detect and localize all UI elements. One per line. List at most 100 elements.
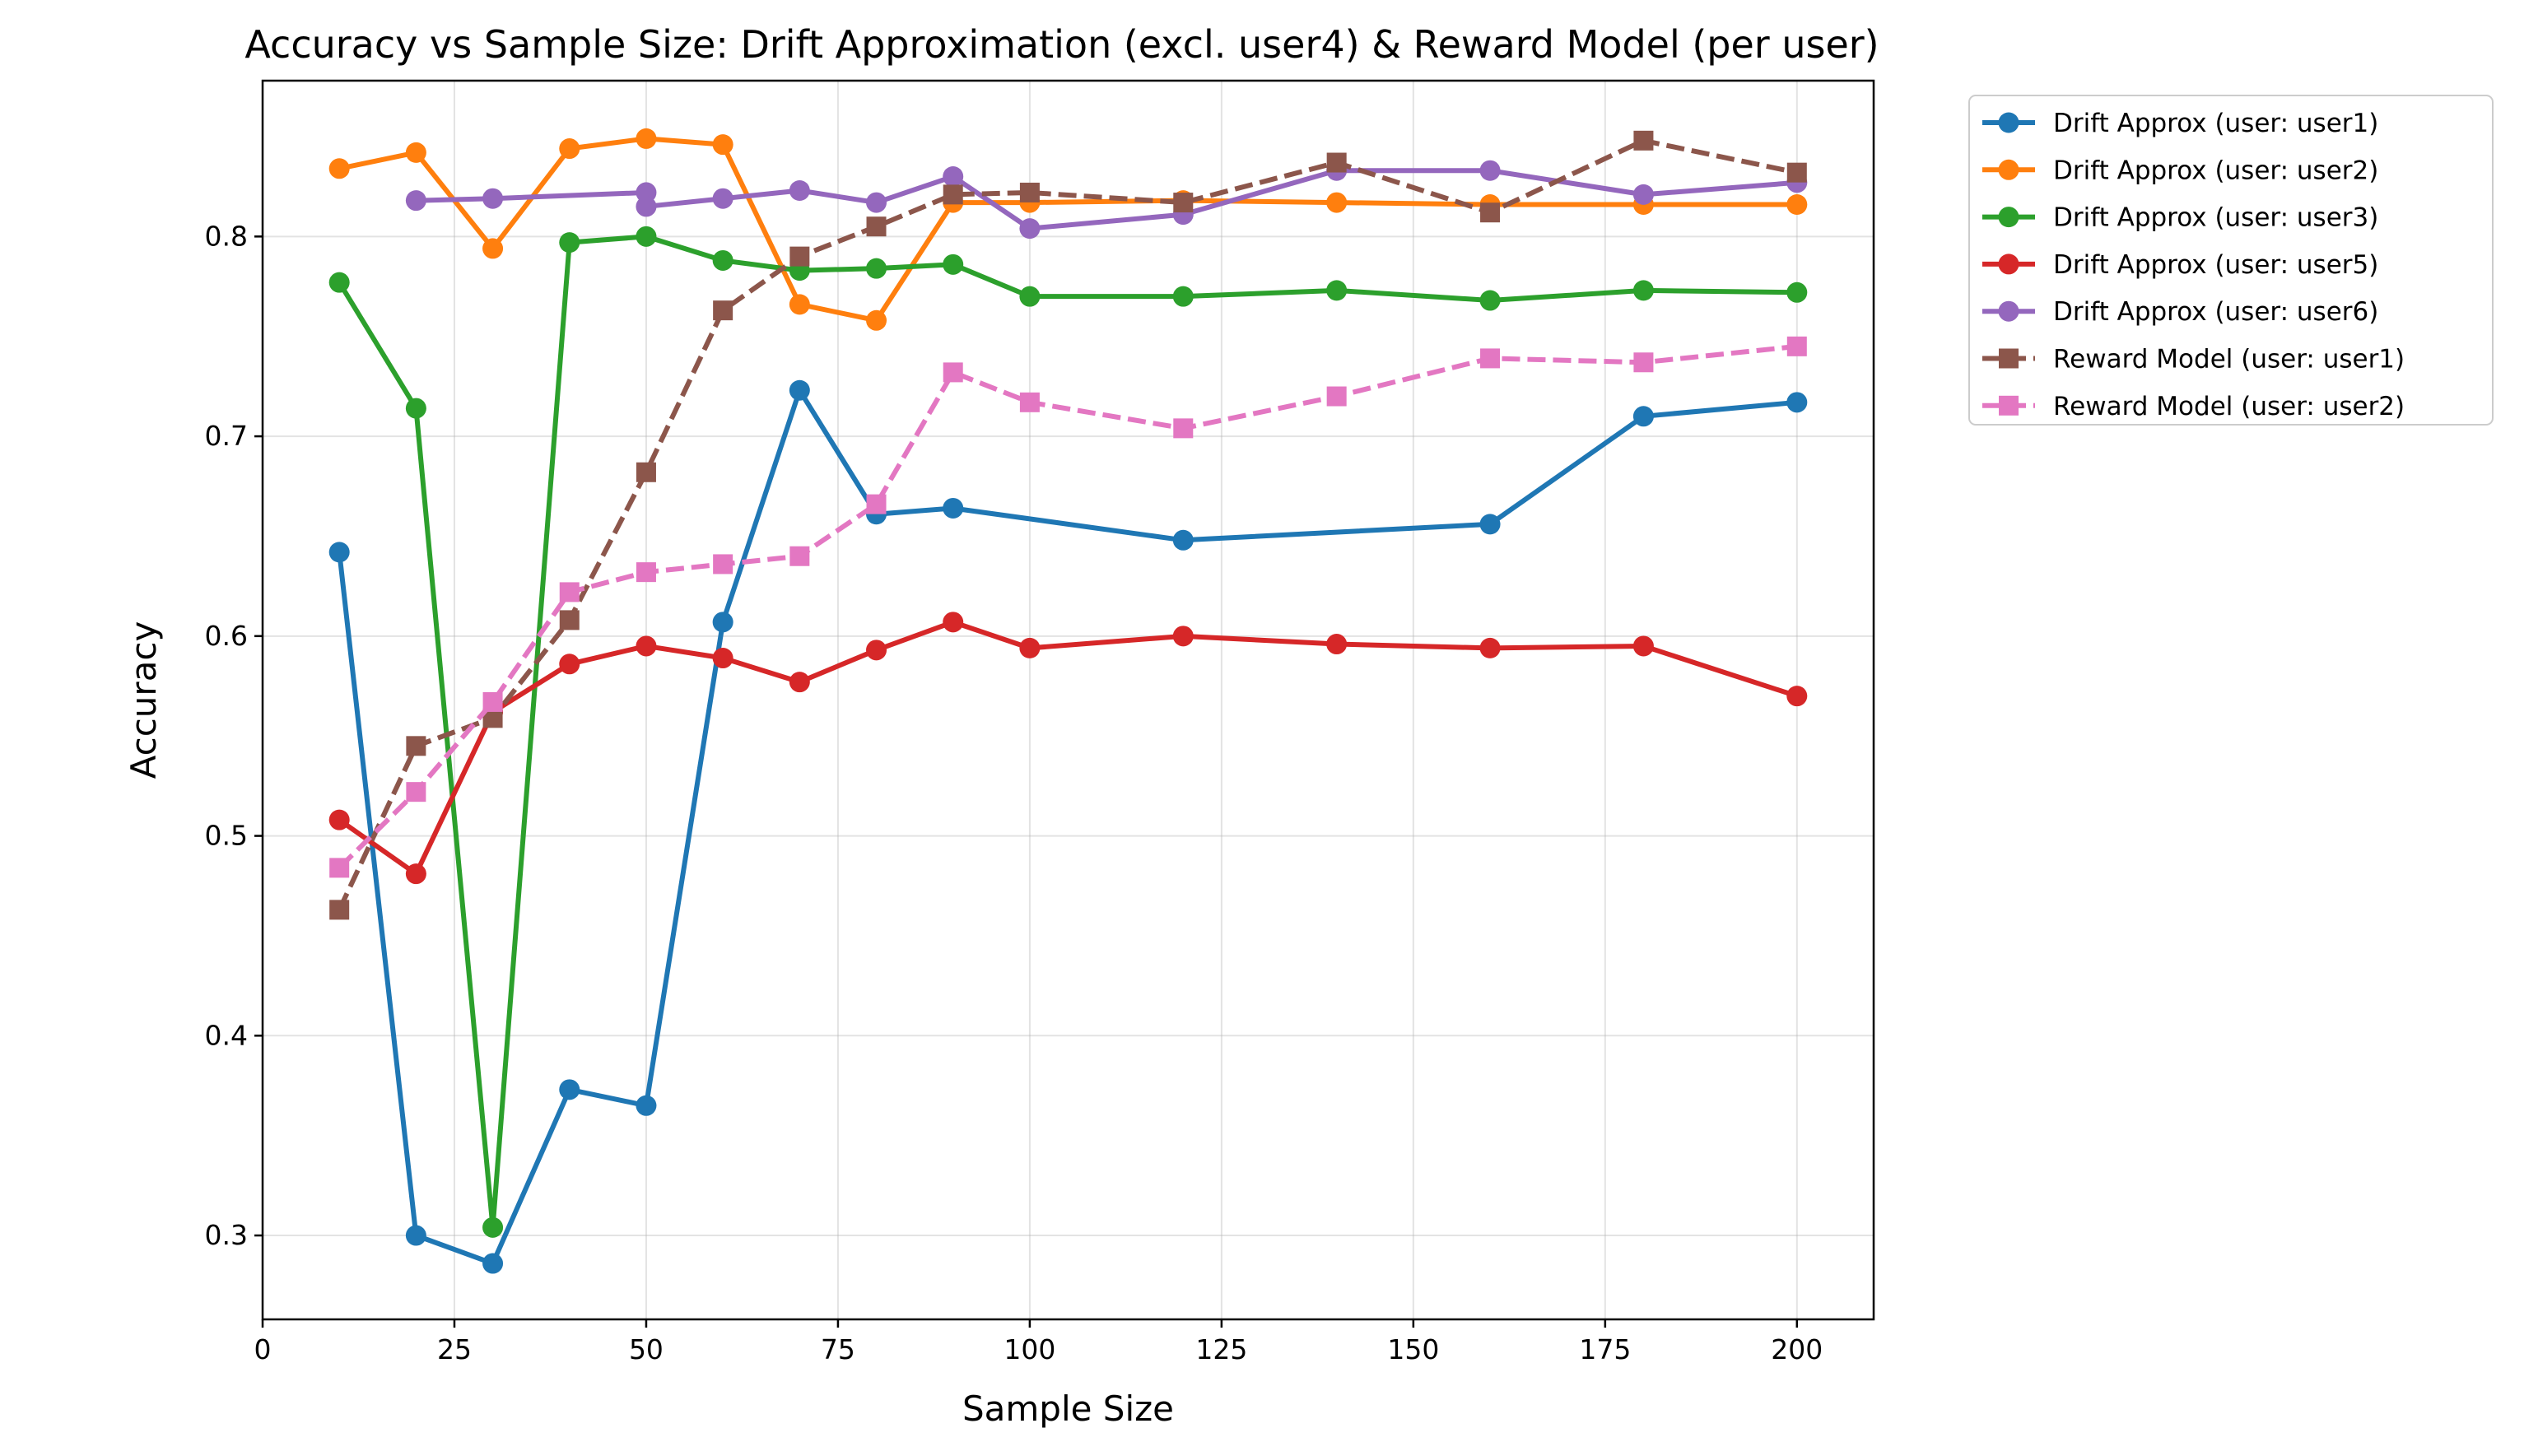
- x-tick-label: 100: [1004, 1333, 1055, 1365]
- data-point: [1173, 418, 1194, 439]
- data-point: [1172, 626, 1194, 647]
- data-point: [1480, 348, 1501, 369]
- data-point: [1786, 392, 1808, 413]
- data-point: [1479, 160, 1501, 181]
- x-tick-label: 150: [1387, 1333, 1439, 1365]
- data-point: [559, 138, 580, 160]
- series-line: [338, 343, 1798, 870]
- x-tick-label: 125: [1195, 1333, 1247, 1365]
- data-point: [559, 1079, 580, 1100]
- legend-marker: [1999, 395, 2019, 416]
- data-point: [328, 272, 350, 293]
- data-point: [636, 462, 656, 482]
- data-point: [636, 635, 657, 657]
- data-point: [789, 546, 810, 566]
- data-point: [943, 362, 963, 383]
- data-point: [405, 863, 426, 885]
- data-point: [943, 184, 963, 205]
- data-point: [482, 691, 503, 712]
- data-point: [482, 238, 504, 259]
- data-point: [943, 166, 964, 188]
- chart-title: Accuracy vs Sample Size: Drift Approxima…: [244, 22, 1879, 67]
- data-point: [866, 309, 887, 331]
- data-point: [943, 254, 964, 275]
- x-tick-label: 175: [1579, 1333, 1631, 1365]
- data-point: [1632, 184, 1654, 205]
- axis-ticks: 0 25 50 75 100 125 150 175 200 0.3 0.4 0.5 0.6 0.7 0.8: [205, 220, 1823, 1365]
- legend-frame: [1968, 95, 2494, 426]
- data-point: [712, 249, 733, 271]
- x-tick-label: 75: [821, 1333, 855, 1365]
- data-point: [1019, 637, 1041, 658]
- data-point: [789, 672, 810, 693]
- data-point: [636, 196, 657, 217]
- data-point: [1019, 182, 1040, 202]
- data-point: [1172, 529, 1194, 551]
- legend-label: Drift Approx (user: user1): [2053, 109, 2378, 138]
- plot-series: [328, 128, 1808, 1274]
- legend-entry: Drift Approx (user: user6): [1982, 297, 2378, 327]
- y-axis-label: Accuracy: [123, 621, 164, 779]
- x-axis-label: Sample Size: [962, 1389, 1174, 1429]
- data-point: [1326, 386, 1347, 407]
- data-point: [866, 494, 887, 514]
- legend-label: Drift Approx (user: user2): [2053, 156, 2378, 185]
- data-point: [866, 258, 887, 279]
- data-point: [636, 1095, 657, 1116]
- data-point: [866, 216, 887, 237]
- data-point: [559, 232, 580, 254]
- legend-marker: [1998, 300, 2019, 322]
- data-point: [328, 542, 350, 563]
- data-point: [712, 612, 733, 633]
- data-point: [1326, 280, 1348, 301]
- series-4: [328, 612, 1808, 885]
- legend-marker: [1998, 254, 2019, 275]
- series-3: [328, 226, 1808, 1238]
- legend-label: Reward Model (user: user2): [2053, 392, 2405, 421]
- data-point: [406, 736, 426, 756]
- series-7: [329, 336, 1807, 878]
- data-point: [1786, 336, 1807, 356]
- y-tick-label: 0.3: [205, 1219, 248, 1251]
- data-point: [712, 134, 733, 156]
- data-point: [559, 582, 580, 602]
- x-tick-label: 200: [1771, 1333, 1823, 1365]
- data-point: [559, 610, 580, 630]
- data-point: [1479, 514, 1501, 535]
- data-point: [1786, 686, 1808, 707]
- data-point: [328, 809, 350, 830]
- data-point: [1786, 162, 1807, 183]
- data-point: [636, 128, 657, 149]
- y-tick-label: 0.8: [205, 220, 248, 252]
- data-point: [405, 1225, 426, 1246]
- legend-marker: [1998, 159, 2019, 180]
- data-point: [1326, 152, 1347, 173]
- data-point: [329, 900, 350, 920]
- data-point: [866, 640, 887, 661]
- data-point: [1326, 192, 1348, 213]
- data-point: [482, 188, 504, 209]
- data-point: [1019, 218, 1041, 240]
- series-6: [329, 130, 1807, 920]
- data-point: [1019, 286, 1041, 307]
- data-point: [1172, 286, 1194, 307]
- legend-entry: Drift Approx (user: user2): [1982, 156, 2378, 185]
- plot-frame: [261, 79, 1875, 1321]
- legend-marker: [1998, 112, 2019, 133]
- data-point: [712, 188, 733, 209]
- data-point: [789, 294, 810, 315]
- legend-label: Reward Model (user: user1): [2053, 345, 2405, 374]
- legend: Drift Approx (user: user1) Drift Approx (…: [1968, 95, 2494, 426]
- data-point: [789, 379, 810, 401]
- data-point: [559, 654, 580, 675]
- data-point: [943, 612, 964, 633]
- data-point: [866, 192, 887, 213]
- data-point: [1480, 202, 1501, 223]
- data-point: [1632, 406, 1654, 427]
- data-point: [713, 300, 733, 321]
- legend-label: Drift Approx (user: user3): [2053, 203, 2378, 233]
- data-point: [1479, 290, 1501, 311]
- legend-label: Drift Approx (user: user5): [2053, 250, 2378, 280]
